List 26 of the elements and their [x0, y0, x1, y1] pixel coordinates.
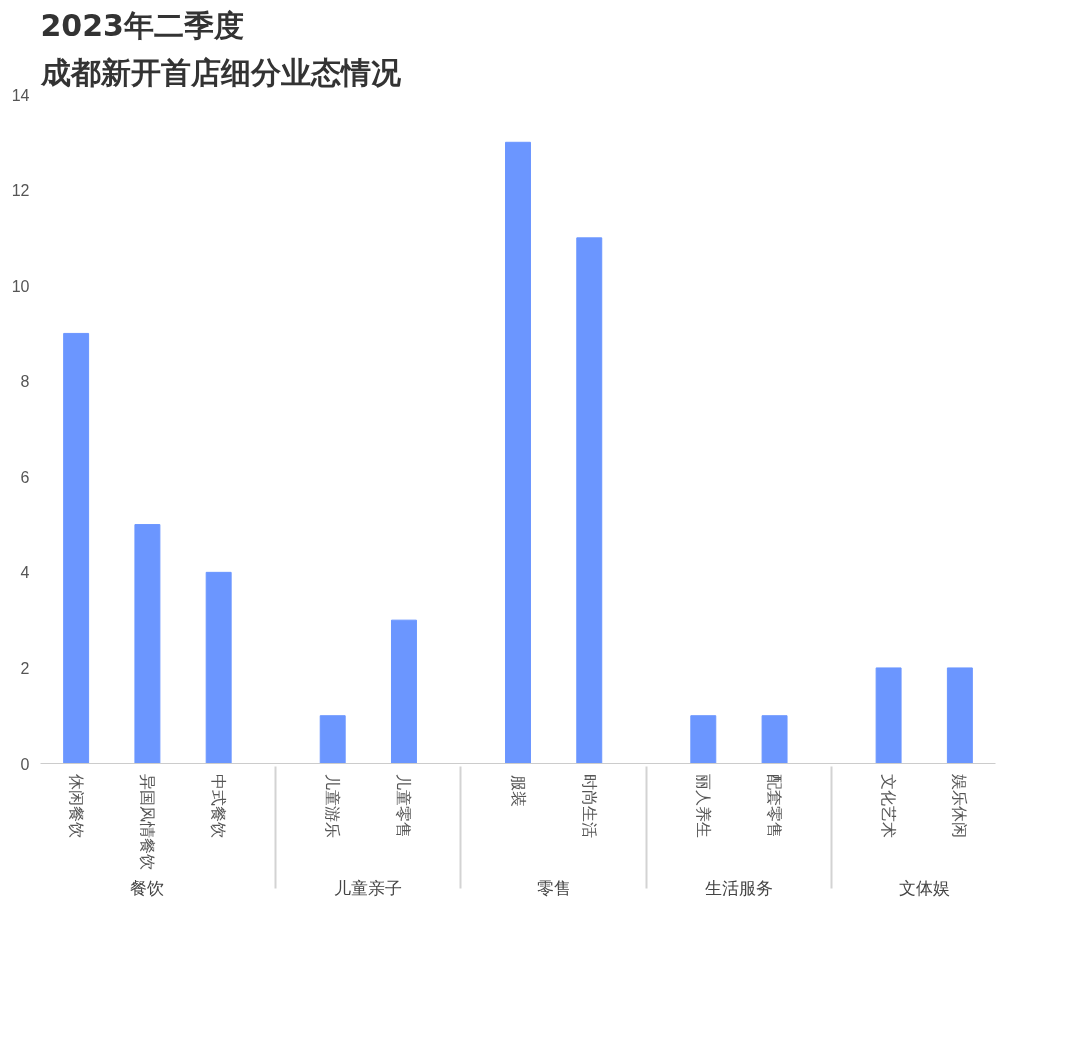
- x-tick-label: 服装: [509, 774, 527, 807]
- x-tick-label: 文化艺术: [880, 774, 898, 839]
- text: 零售: [536, 878, 571, 898]
- x-tick-label: 配套零售: [766, 774, 784, 839]
- x-tick-label: 异国风情餐饮: [138, 774, 156, 871]
- text: 餐饮: [130, 878, 165, 898]
- y-tick-label: 6: [20, 468, 30, 486]
- x-tick-label: 休闲餐饮: [67, 774, 85, 839]
- text: 儿童亲子: [334, 878, 403, 898]
- x-tick-label: 儿童零售: [395, 774, 413, 839]
- y-tick-label: 12: [11, 182, 30, 200]
- text: 生活服务: [704, 878, 773, 898]
- chart-title: 2023年二季度: [40, 7, 244, 43]
- x-tick-label: 丽人养生: [694, 774, 712, 839]
- y-tick-label: 10: [11, 277, 30, 295]
- text: 文体娱: [898, 878, 950, 898]
- y-tick-label: 8: [20, 373, 30, 391]
- chart-subtitle: 成都新开首店细分业态情况: [39, 54, 402, 90]
- x-tick-label: 娱乐休闲: [951, 774, 969, 839]
- x-tick-label: 中式餐饮: [210, 774, 228, 839]
- y-tick-label: 0: [20, 755, 30, 773]
- y-tick-label: 14: [11, 86, 30, 104]
- x-tick-label: 时尚生活: [580, 774, 598, 839]
- x-tick-label: 儿童游乐: [324, 774, 342, 839]
- y-tick-label: 4: [20, 564, 30, 582]
- y-tick-label: 2: [20, 659, 30, 677]
